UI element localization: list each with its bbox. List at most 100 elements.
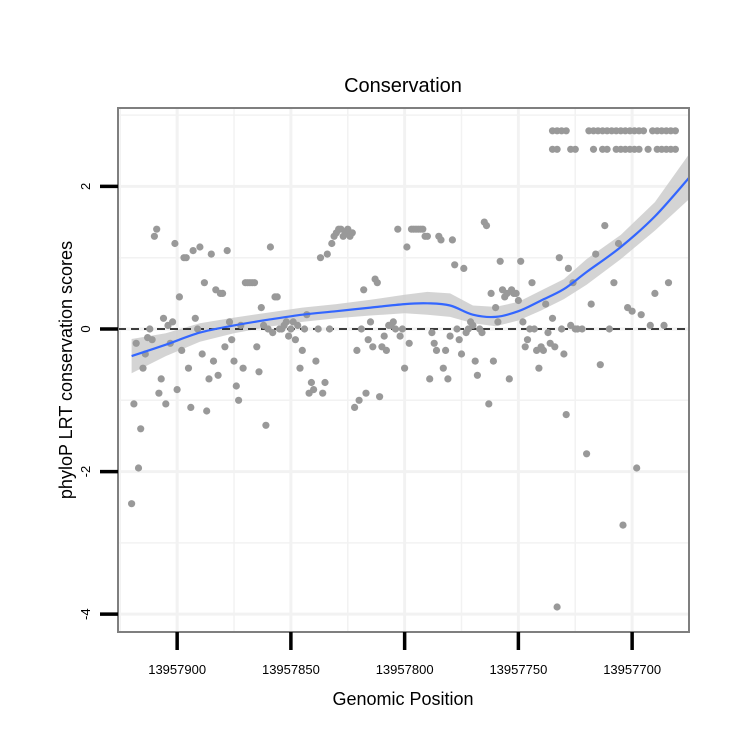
data-point: [469, 321, 477, 329]
data-point: [187, 403, 195, 411]
data-point: [366, 318, 375, 326]
data-point: [562, 411, 570, 419]
data-point: [148, 336, 156, 344]
data-point: [239, 364, 247, 372]
data-point: [428, 329, 436, 337]
data-point: [430, 339, 438, 347]
data-point: [442, 346, 450, 354]
data-point: [457, 350, 466, 358]
y-axis-ticks: -4 -2 0 2: [78, 183, 118, 620]
data-point: [128, 500, 136, 508]
data-point: [451, 261, 459, 269]
data-point: [171, 239, 179, 248]
data-point: [194, 325, 202, 333]
data-point: [291, 336, 299, 344]
data-point: [380, 332, 388, 340]
data-point: [478, 329, 486, 337]
data-point: [132, 339, 140, 347]
data-point: [496, 257, 504, 265]
data-point: [326, 325, 334, 333]
data-point: [262, 421, 270, 429]
data-point: [266, 243, 274, 251]
data-point: [223, 247, 231, 255]
data-point: [453, 325, 461, 333]
data-point: [173, 386, 181, 394]
data-point: [255, 368, 263, 376]
data-point: [182, 254, 190, 262]
data-point: [455, 336, 463, 344]
data-point: [596, 361, 604, 369]
data-point: [394, 225, 402, 233]
data-point: [592, 250, 600, 258]
x-tick-label: 13957700: [603, 662, 661, 677]
data-point: [651, 289, 659, 297]
data-point: [159, 314, 168, 322]
data-point: [460, 264, 468, 272]
data-point: [146, 325, 154, 333]
smooth-line-layer: [131, 177, 690, 358]
data-point: [300, 325, 309, 333]
data-point: [353, 346, 361, 354]
data-point: [610, 279, 618, 287]
data-point: [471, 357, 479, 365]
data-points: [128, 127, 680, 611]
data-point: [360, 286, 368, 294]
data-point: [494, 318, 502, 326]
y-tick-label: -2: [78, 466, 93, 478]
data-point: [558, 325, 566, 333]
data-point: [191, 314, 199, 322]
data-point: [539, 346, 548, 354]
data-point: [633, 464, 641, 472]
data-point: [401, 364, 409, 372]
data-point: [671, 145, 680, 153]
data-point: [564, 264, 573, 272]
data-point: [419, 225, 427, 233]
data-point: [355, 396, 363, 404]
data-point: [446, 332, 454, 340]
data-point: [382, 346, 390, 354]
data-point: [228, 336, 236, 344]
data-point: [169, 318, 177, 326]
data-point: [157, 375, 165, 383]
data-point: [189, 247, 197, 255]
data-point: [312, 357, 320, 365]
data-point: [287, 325, 295, 333]
data-point: [614, 239, 623, 248]
data-point: [273, 293, 281, 301]
data-point: [432, 346, 441, 354]
data-point: [285, 332, 293, 340]
data-point: [364, 336, 372, 344]
data-point: [517, 257, 525, 265]
x-tick-label: 13957900: [148, 662, 206, 677]
y-tick-label: 2: [78, 183, 93, 190]
data-point: [139, 364, 147, 372]
data-point: [473, 371, 481, 379]
chart-title: Conservation: [344, 75, 462, 97]
data-point: [578, 325, 586, 333]
data-point: [553, 145, 561, 153]
data-point: [200, 279, 208, 287]
data-point: [235, 396, 243, 404]
data-point: [198, 350, 206, 358]
data-point: [521, 343, 529, 351]
data-point: [530, 325, 538, 333]
data-point: [221, 343, 229, 351]
x-axis-ticks: 13957700 13957750 13957800 13957850 13957900: [148, 632, 661, 677]
data-point: [250, 279, 259, 287]
data-point: [437, 236, 445, 244]
data-point: [635, 145, 643, 153]
data-point: [587, 300, 595, 308]
data-point: [362, 389, 370, 397]
data-point: [155, 389, 163, 397]
data-point: [175, 293, 183, 301]
data-point: [523, 336, 532, 344]
data-point: [505, 375, 513, 383]
data-point: [373, 279, 381, 287]
data-point: [489, 357, 497, 365]
data-point: [544, 329, 552, 337]
data-point: [619, 521, 627, 529]
data-point: [269, 329, 277, 337]
data-point: [583, 450, 591, 458]
data-point: [535, 364, 543, 372]
